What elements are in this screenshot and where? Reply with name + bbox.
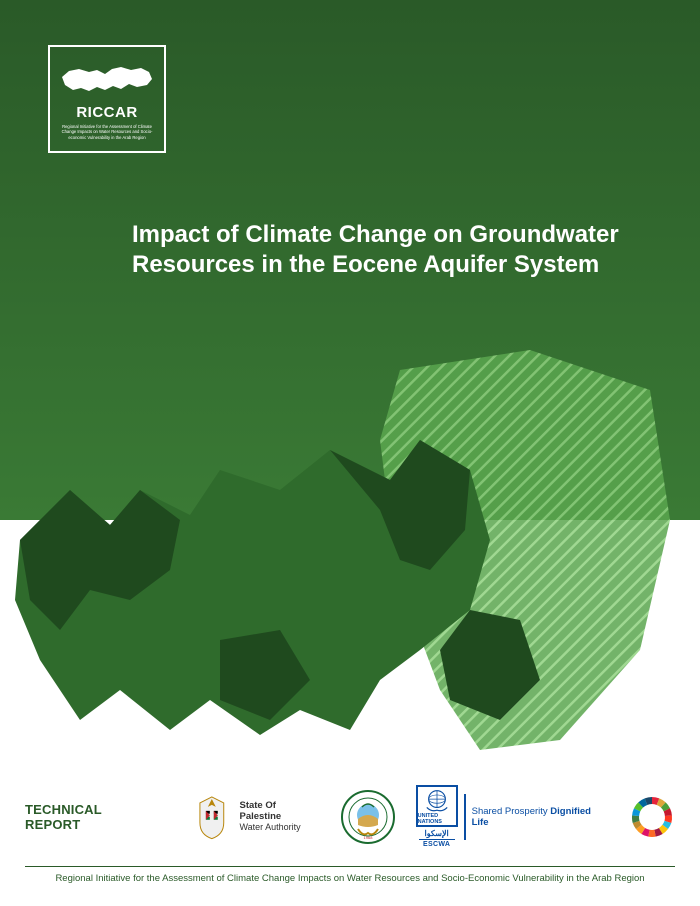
cover-map-illustration — [0, 340, 700, 760]
title-line-1: Impact of Climate Change on Groundwater — [132, 220, 619, 250]
partner-palestine: State Of Palestine Water Authority — [190, 793, 320, 841]
footer: TECHNICAL REPORT State Of Palestine — [0, 751, 700, 906]
logo-title: RICCAR — [56, 104, 158, 121]
logo-subtitle: Regional Initiative for the Assessment o… — [56, 124, 158, 140]
technical-report-label: TECHNICAL REPORT — [25, 802, 160, 832]
partner-acsad: 1968 — [340, 789, 396, 845]
separator — [464, 794, 466, 840]
partner-palestine-text: State Of Palestine Water Authority — [239, 800, 319, 834]
escwa-label: الإسكوا ESCWA — [419, 829, 455, 848]
report-title: Impact of Climate Change on Groundwater … — [132, 220, 619, 280]
riccar-logo: RICCAR Regional Initiative for the Asses… — [48, 45, 166, 153]
svg-text:1968: 1968 — [363, 835, 373, 840]
partner-row: TECHNICAL REPORT State Of Palestine — [25, 779, 675, 854]
acsad-emblem-icon: 1968 — [340, 789, 396, 845]
arab-region-map-icon — [57, 55, 157, 97]
sdg-wheel-icon — [629, 794, 675, 840]
partner-sdg — [629, 794, 675, 840]
un-label: UNITED NATIONS — [418, 813, 456, 825]
escwa-tagline: Shared Prosperity Dignified Life — [472, 806, 609, 828]
un-logo-icon: UNITED NATIONS — [416, 785, 458, 827]
title-line-2: Resources in the Eocene Aquifer System — [132, 250, 619, 280]
partner-un-escwa: UNITED NATIONS الإسكوا ESCWA Shared Pros… — [416, 785, 609, 848]
footer-fulltitle: Regional Initiative for the Assessment o… — [25, 866, 675, 884]
palestine-emblem-icon — [190, 793, 234, 841]
